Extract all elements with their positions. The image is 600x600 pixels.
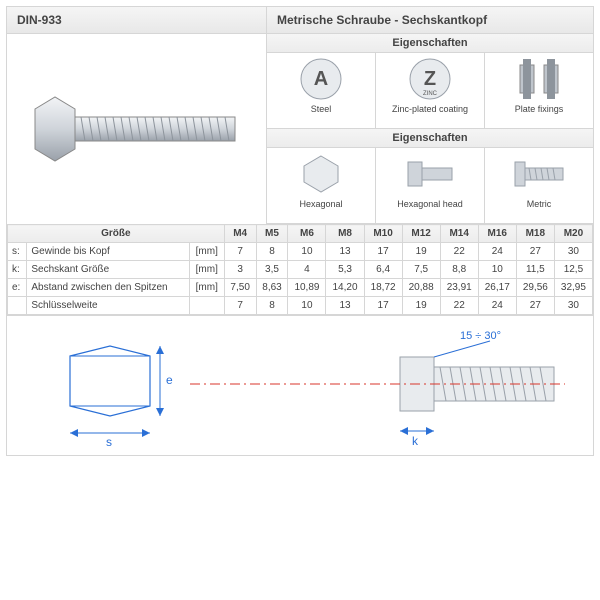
dim-angle: 15 ÷ 30° [460,330,501,342]
header-bar: DIN-933 Metrische Schraube - Sechskantko… [7,7,593,34]
cell: 13 [326,243,364,261]
cell: 6,4 [364,261,402,279]
properties-heading-2: Eigenschaften [267,129,593,148]
cell: 32,95 [554,279,592,297]
hexhead-icon: Hexagonal head [376,148,485,224]
size-col: M20 [554,225,592,243]
prop-label: Metric [527,199,552,209]
cell: 13 [326,297,364,315]
product-title: Metrische Schraube - Sechskantkopf [267,7,593,33]
prop-label: Steel [311,104,332,114]
cell: 3,5 [256,261,288,279]
cell: 18,72 [364,279,402,297]
din-code: DIN-933 [7,7,267,33]
cell: 4 [288,261,326,279]
row-unit [189,297,224,315]
row-label: Schlüsselweite [27,297,189,315]
cell: 20,88 [402,279,440,297]
table-row: e:Abstand zwischen den Spitzen[mm]7,508,… [8,279,593,297]
row-key: e: [8,279,27,297]
dim-e: e [166,373,173,387]
row-unit: [mm] [189,261,224,279]
size-col: M10 [364,225,402,243]
cell: 19 [402,297,440,315]
cell: 22 [440,297,478,315]
dim-k: k [412,434,419,448]
cell: 7,50 [224,279,256,297]
size-header: Größe [8,225,225,243]
row-key [8,297,27,315]
cell: 14,20 [326,279,364,297]
cell: 17 [364,297,402,315]
row-unit: [mm] [189,243,224,261]
product-card: DIN-933 Metrische Schraube - Sechskantko… [6,6,594,456]
cell: 26,17 [478,279,516,297]
cell: 8,63 [256,279,288,297]
cell: 24 [478,297,516,315]
steel-icon: A Steel [267,53,376,129]
size-col: M18 [516,225,554,243]
cell: 29,56 [516,279,554,297]
svg-text:ZINC: ZINC [423,91,438,97]
prop-label: Zinc-plated coating [392,104,468,114]
cell: 27 [516,243,554,261]
size-col: M6 [288,225,326,243]
cell: 5,3 [326,261,364,279]
row-unit: [mm] [189,279,224,297]
cell: 10 [288,297,326,315]
zinc-icon: ZZINC Zinc-plated coating [376,53,485,129]
properties-heading-1: Eigenschaften [267,34,593,53]
hex-icon: Hexagonal [267,148,376,224]
size-col: M12 [402,225,440,243]
row-key: s: [8,243,27,261]
size-col: M5 [256,225,288,243]
dim-s: s [106,435,112,449]
table-row: k:Sechskant Größe[mm]33,545,36,47,58,810… [8,261,593,279]
prop-label: Plate fixings [515,104,564,114]
cell: 12,5 [554,261,592,279]
product-photo [7,34,267,224]
row-key: k: [8,261,27,279]
cell: 24 [478,243,516,261]
cell: 19 [402,243,440,261]
size-table: GrößeM4M5M6M8M10M12M14M16M18M20 s:Gewind… [7,224,593,315]
svg-text:A: A [314,68,328,90]
cell: 7,5 [402,261,440,279]
svg-text:Z: Z [424,68,436,90]
cell: 30 [554,297,592,315]
size-col: M4 [224,225,256,243]
metric-icon: Metric [485,148,593,224]
table-row: Schlüsselweite 781013171922242730 [8,297,593,315]
cell: 10 [478,261,516,279]
size-col: M8 [326,225,364,243]
row-label: Sechskant Größe [27,261,189,279]
properties-panel: Eigenschaften A Steel ZZINC Zinc-plated coa… [267,34,593,224]
prop-label: Hexagonal [299,199,342,209]
cell: 10,89 [288,279,326,297]
cell: 8,8 [440,261,478,279]
cell: 8 [256,243,288,261]
row-label: Abstand zwischen den Spitzen [27,279,189,297]
fixing-icon: Plate fixings [485,53,593,129]
cell: 30 [554,243,592,261]
size-col: M16 [478,225,516,243]
prop-label: Hexagonal head [397,199,463,209]
cell: 8 [256,297,288,315]
cell: 22 [440,243,478,261]
row-label: Gewinde bis Kopf [27,243,189,261]
cell: 7 [224,297,256,315]
cell: 3 [224,261,256,279]
cell: 11,5 [516,261,554,279]
cell: 17 [364,243,402,261]
cell: 27 [516,297,554,315]
size-col: M14 [440,225,478,243]
table-row: s:Gewinde bis Kopf[mm]781013171922242730 [8,243,593,261]
cell: 10 [288,243,326,261]
cell: 23,91 [440,279,478,297]
cell: 7 [224,243,256,261]
technical-diagram: e s [7,315,593,455]
